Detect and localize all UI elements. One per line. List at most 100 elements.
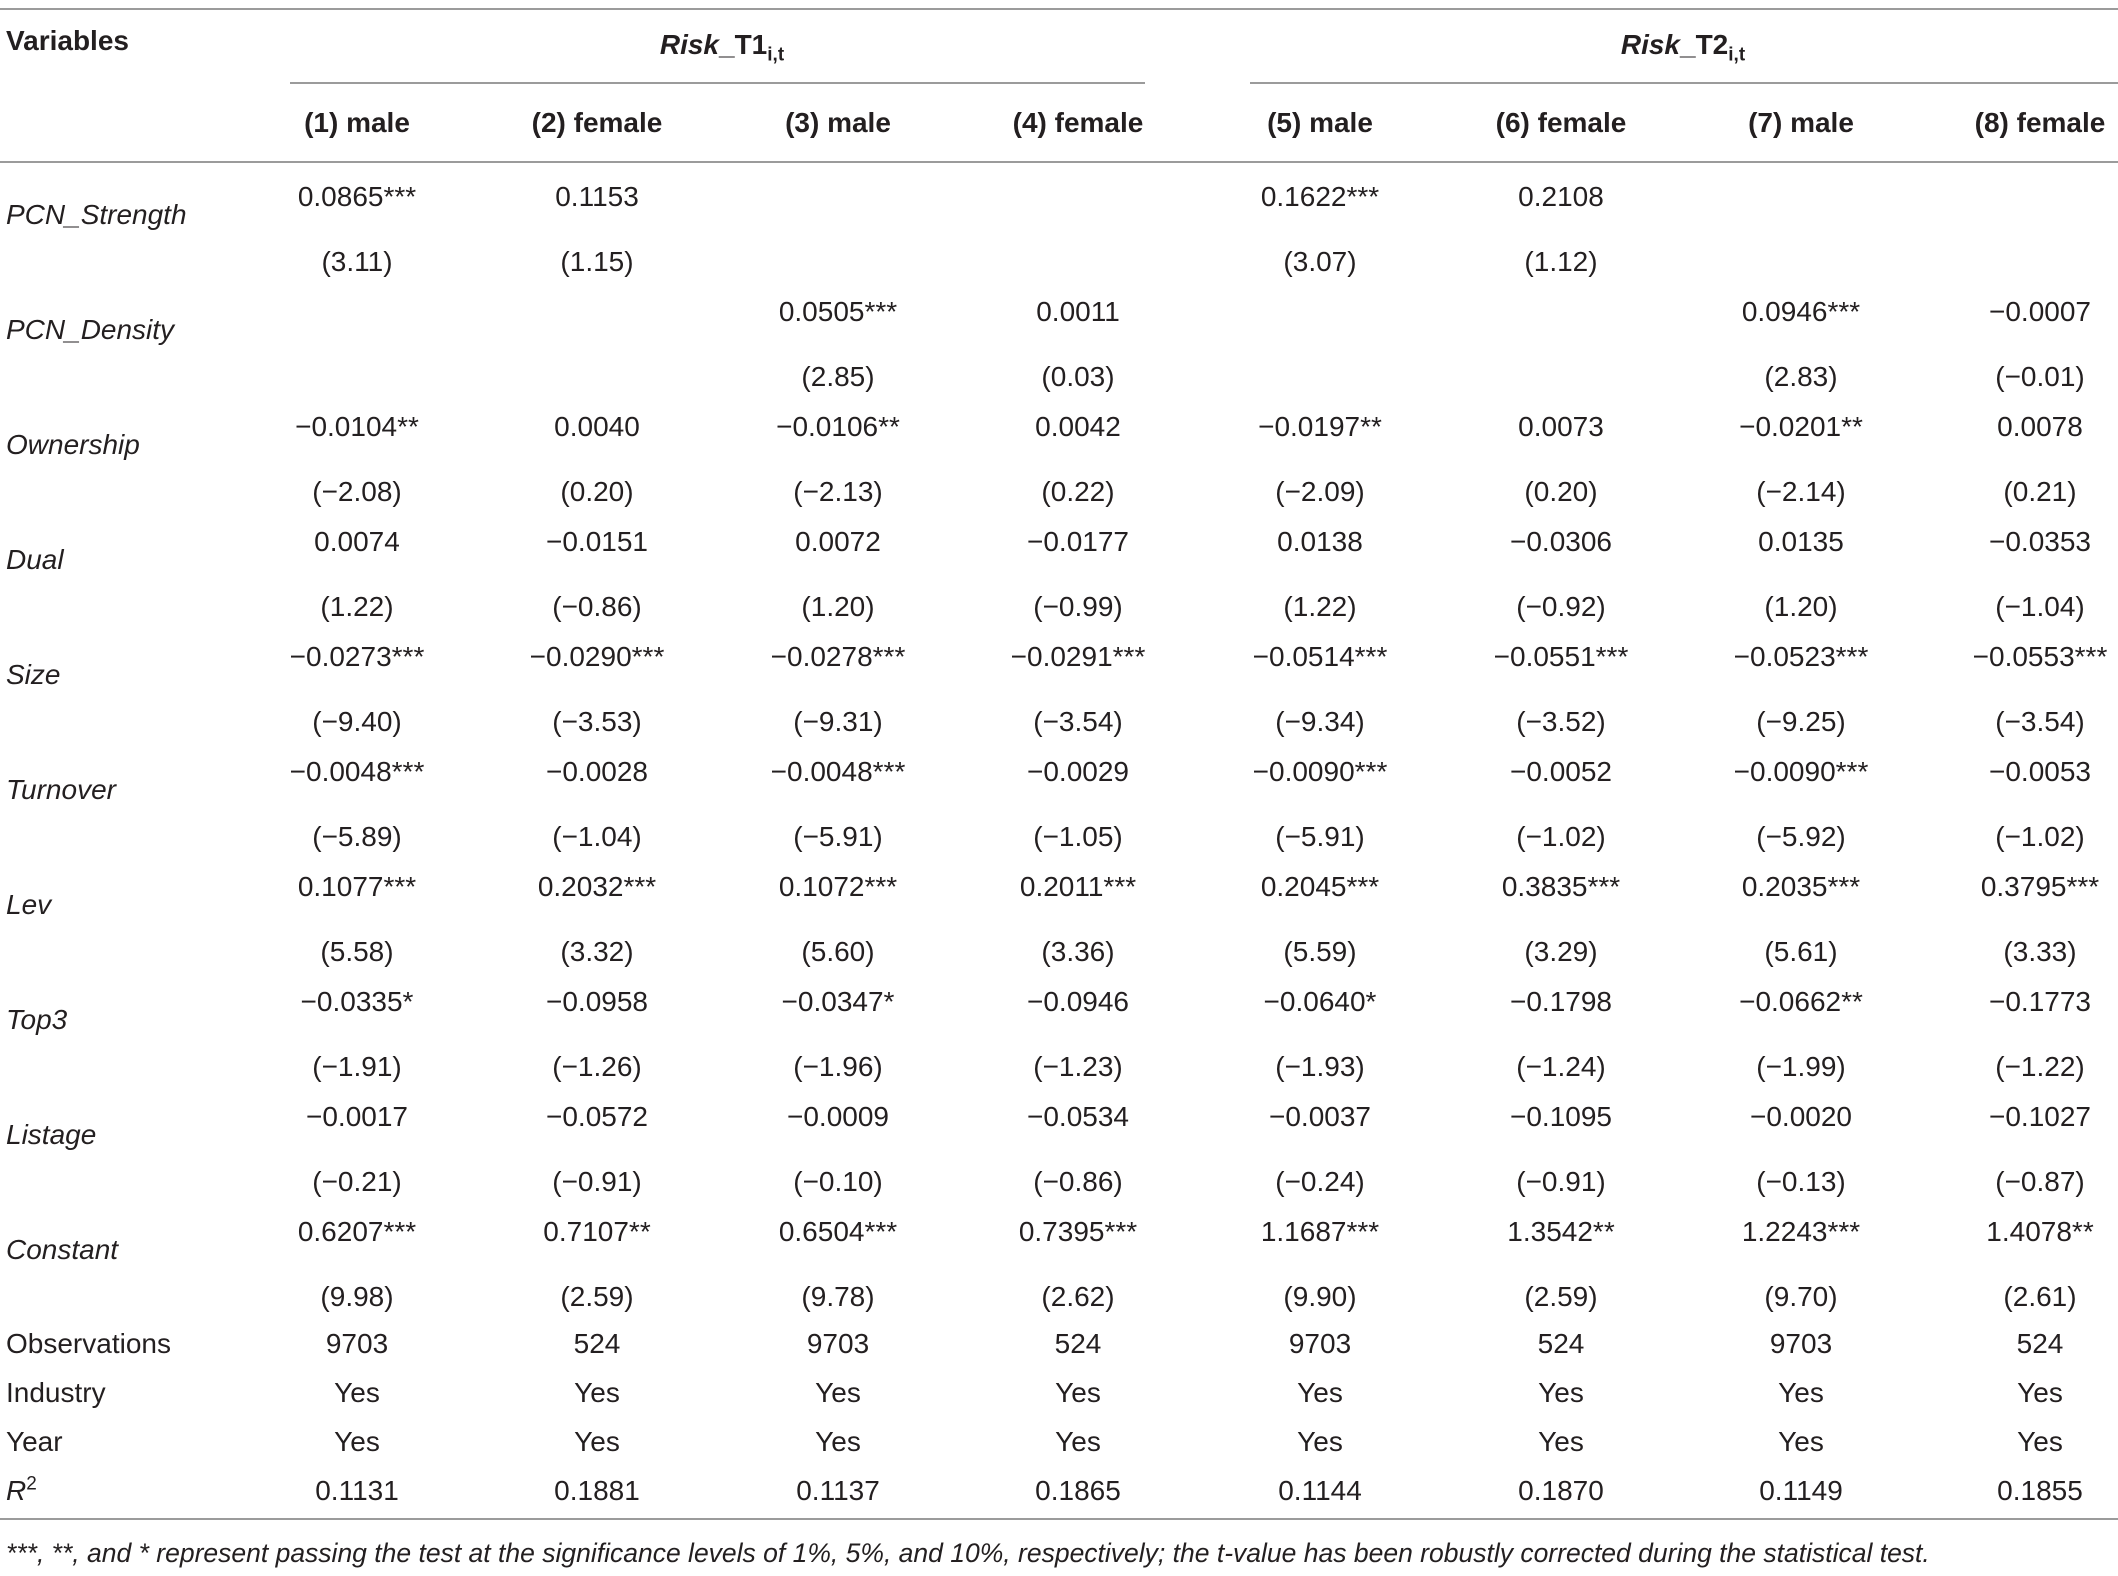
coefficient-cell: 0.7395*** — [1018, 1216, 1138, 1247]
group2-sub: i,t — [1728, 44, 1746, 66]
coefficient-cell: −0.0551*** — [1493, 641, 1629, 672]
t-value-cell: (3.11) — [321, 246, 393, 277]
coefficient-cell: −0.0106** — [776, 411, 900, 442]
t-value-cell: (1.15) — [560, 246, 634, 277]
summary-label-text: R — [6, 1475, 27, 1506]
t-value-cell: (5.61) — [1764, 936, 1838, 967]
coefficient-cell: −0.0177 — [1027, 526, 1129, 557]
variable-label: Ownership — [6, 429, 140, 460]
coefficient-cell: −0.1798 — [1510, 986, 1612, 1017]
t-value-cell: (−0.92) — [1516, 591, 1606, 622]
t-value-cell: (−0.91) — [1516, 1166, 1606, 1197]
coefficient-cell: 0.2045*** — [1260, 871, 1380, 902]
t-value-cell: (1.20) — [801, 591, 875, 622]
t-value-cell: (−1.26) — [552, 1051, 642, 1082]
coefficient-cell: −0.1773 — [1989, 986, 2091, 1017]
coefficient-cell: −0.0514*** — [1252, 641, 1388, 672]
column-header: (7) male — [1748, 107, 1854, 138]
coefficient-cell: −0.0007 — [1989, 296, 2091, 327]
t-value-cell: (−1.23) — [1033, 1051, 1123, 1082]
t-value-cell: (−1.04) — [1995, 591, 2085, 622]
summary-value-cell: 0.1137 — [796, 1475, 880, 1506]
summary-value-cell: Yes — [574, 1426, 620, 1457]
coefficient-cell: −0.0278*** — [770, 641, 906, 672]
summary-value-cell: Yes — [334, 1377, 380, 1408]
coefficient-cell: −0.0020 — [1750, 1101, 1852, 1132]
t-value-cell: (0.22) — [1041, 476, 1115, 507]
summary-value-cell: 9703 — [1288, 1328, 1352, 1359]
t-value-cell: (0.20) — [1524, 476, 1598, 507]
coefficient-cell: −0.0052 — [1510, 756, 1612, 787]
coefficient-cell: 0.2011*** — [1019, 871, 1137, 902]
coefficient-cell: 0.1072*** — [778, 871, 898, 902]
t-value-cell: (−0.86) — [552, 591, 642, 622]
t-value-cell: (5.58) — [320, 936, 394, 967]
summary-label-sup: 2 — [26, 1473, 37, 1495]
coefficient-cell: 1.2243*** — [1741, 1216, 1861, 1247]
t-value-cell: (2.85) — [801, 361, 875, 392]
group1-suffix: _T1 — [719, 29, 768, 60]
t-value-cell: (−2.09) — [1275, 476, 1365, 507]
coefficient-cell: 0.6207*** — [297, 1216, 417, 1247]
summary-label: Industry — [6, 1377, 106, 1408]
summary-value-cell: Yes — [1297, 1426, 1343, 1457]
coefficient-cell: −0.0523*** — [1733, 641, 1869, 672]
coefficient-cell: 0.0042 — [1035, 411, 1121, 442]
t-value-cell: (−0.86) — [1033, 1166, 1123, 1197]
summary-label: Observations — [6, 1328, 171, 1359]
t-value-cell: (−0.01) — [1995, 361, 2085, 392]
coefficient-cell: −0.0640* — [1263, 986, 1377, 1017]
variables-header: Variables — [6, 25, 129, 56]
coefficient-cell: −0.0946 — [1027, 986, 1129, 1017]
summary-value-cell: 0.1855 — [1997, 1475, 2083, 1506]
coefficient-cell: 0.2108 — [1518, 181, 1604, 212]
coefficient-cell: −0.0572 — [546, 1101, 648, 1132]
coefficient-cell: −0.0151 — [546, 526, 648, 557]
summary-value-cell: 524 — [1537, 1328, 1585, 1359]
coefficient-cell: 0.0072 — [795, 526, 881, 557]
summary-value-cell: Yes — [1538, 1426, 1584, 1457]
coefficient-cell: −0.0090*** — [1733, 756, 1869, 787]
t-value-cell: (1.22) — [320, 591, 394, 622]
summary-value-cell: 524 — [573, 1328, 621, 1359]
summary-value-cell: Yes — [334, 1426, 380, 1457]
coefficient-cell: 0.1077*** — [297, 871, 417, 902]
coefficient-cell: −0.0053 — [1989, 756, 2091, 787]
t-value-cell: (0.20) — [560, 476, 634, 507]
coefficient-cell: 0.6504*** — [778, 1216, 898, 1247]
coefficient-cell: −0.0534 — [1027, 1101, 1129, 1132]
coefficient-cell: −0.0553*** — [1972, 641, 2108, 672]
t-value-cell: (−1.05) — [1033, 821, 1123, 852]
group2-rule — [1250, 82, 2118, 84]
coefficient-cell: −0.0028 — [546, 756, 648, 787]
coefficient-cell: −0.0290*** — [529, 641, 665, 672]
variable-label: Dual — [6, 544, 64, 575]
t-value-cell: (2.59) — [560, 1281, 634, 1312]
summary-value-cell: Yes — [1055, 1377, 1101, 1408]
group1-main: Risk — [659, 29, 720, 60]
t-value-cell: (2.61) — [2003, 1281, 2077, 1312]
coefficient-cell: −0.0197** — [1258, 411, 1382, 442]
coefficient-cell: 0.0074 — [314, 526, 400, 557]
t-value-cell: (−2.13) — [793, 476, 883, 507]
coefficient-cell: −0.0273*** — [289, 641, 425, 672]
summary-value-cell: Yes — [1778, 1426, 1824, 1457]
summary-value-cell: 0.1881 — [554, 1475, 640, 1506]
t-value-cell: (−1.02) — [1516, 821, 1606, 852]
summary-value-cell: Yes — [1778, 1377, 1824, 1408]
summary-value-cell: 0.1865 — [1035, 1475, 1121, 1506]
t-value-cell: (1.22) — [1283, 591, 1357, 622]
t-value-cell: (1.20) — [1764, 591, 1838, 622]
summary-value-cell: Yes — [1297, 1377, 1343, 1408]
t-value-cell: (−9.31) — [793, 706, 883, 737]
coefficient-cell: −0.0037 — [1269, 1101, 1371, 1132]
t-value-cell: (−1.22) — [1995, 1051, 2085, 1082]
coefficient-cell: −0.1095 — [1510, 1101, 1612, 1132]
t-value-cell: (5.59) — [1283, 936, 1357, 967]
t-value-cell: (9.90) — [1283, 1281, 1357, 1312]
t-value-cell: (3.07) — [1283, 246, 1357, 277]
coefficient-cell: −0.0306 — [1510, 526, 1612, 557]
coefficient-cell: 1.3542** — [1507, 1216, 1615, 1247]
t-value-cell: (−3.54) — [1995, 706, 2085, 737]
variable-label: Lev — [6, 889, 52, 920]
